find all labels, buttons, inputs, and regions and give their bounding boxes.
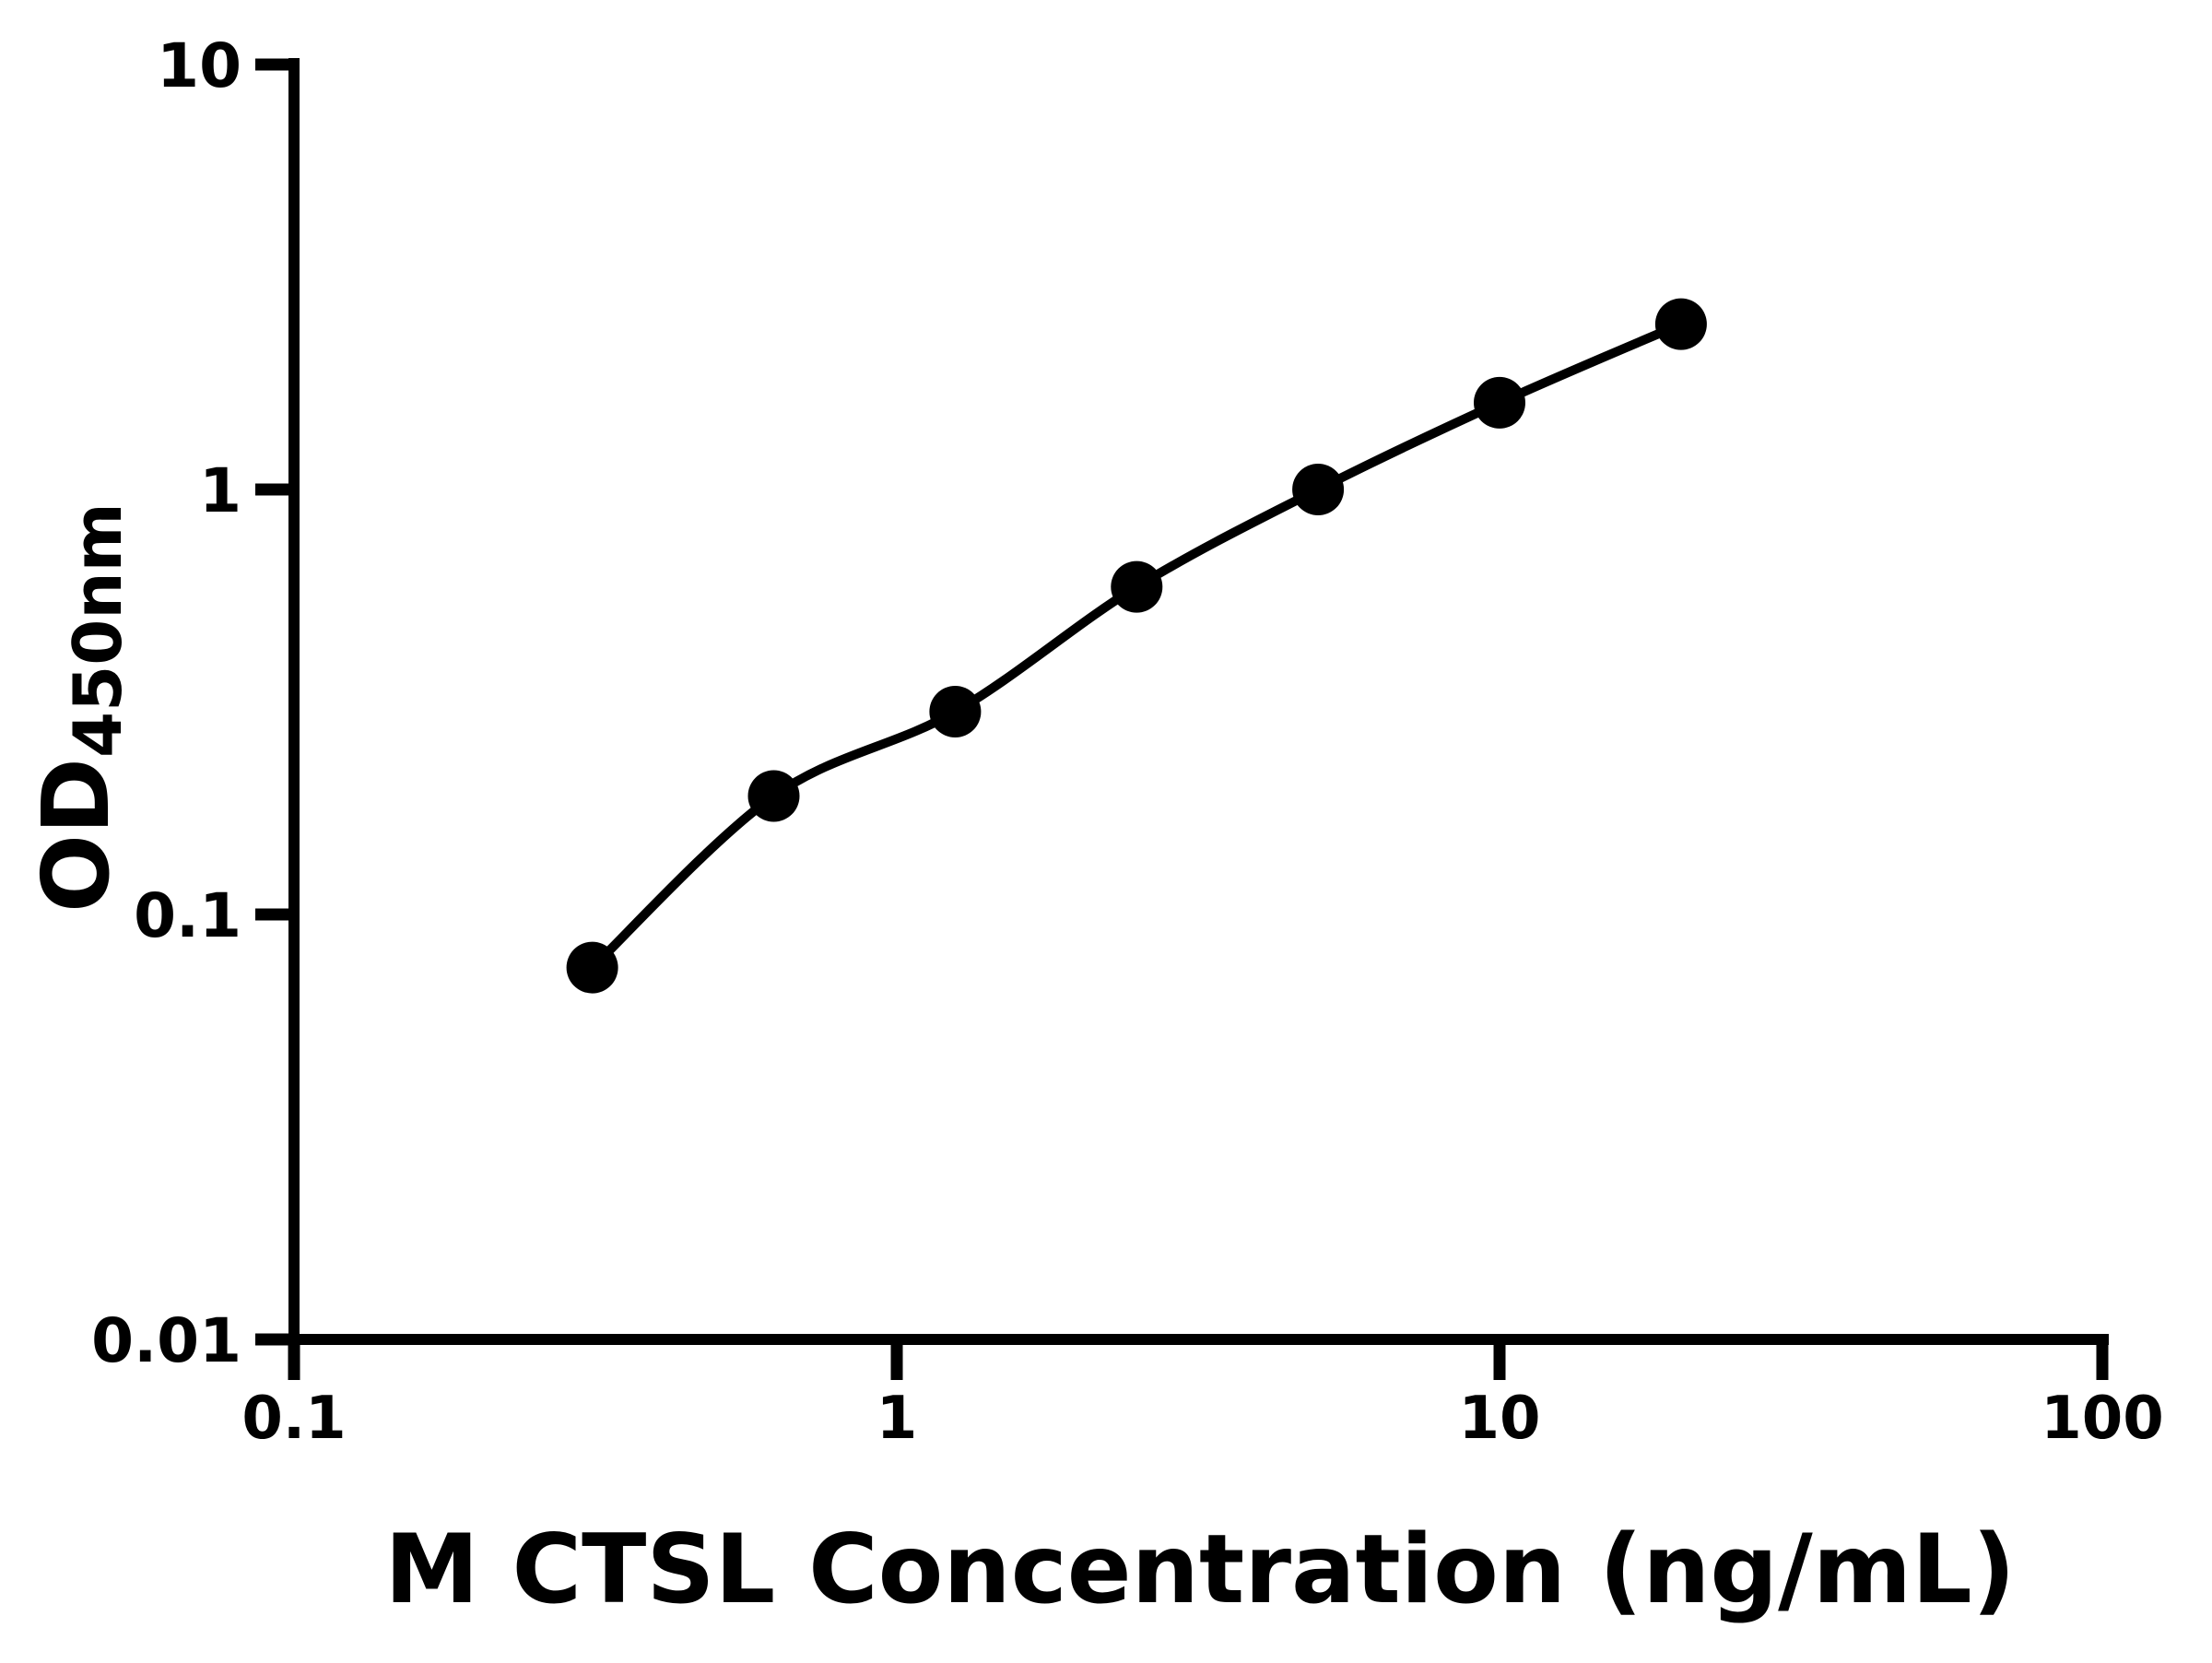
data-point [1111,560,1163,613]
axes [288,58,2109,1345]
data-point [1292,464,1345,515]
data-point [1474,376,1525,429]
y-axis-title-subscript: 450nm [59,502,136,758]
x-axis-title: M CTSL Concentration (ng/mL) [384,1515,2016,1625]
x-tick-label: 1 [877,1385,918,1453]
x-tick-label: 100 [2041,1385,2164,1453]
x-tick-label: 10 [1458,1385,1540,1453]
y-tick-label: 10 [157,30,241,101]
data-point [1654,298,1707,350]
data-series [566,298,1707,994]
data-point [929,686,982,737]
x-tick-label: 0.1 [241,1385,346,1453]
y-axis-ticks: 0.01 0.1 1 10 [91,30,288,1376]
y-axis-title-main: OD [22,758,130,913]
y-tick-label: 0.01 [91,1305,241,1376]
y-tick-label: 0.1 [134,880,241,951]
y-tick-label: 1 [199,455,241,526]
data-point [747,770,800,822]
y-axis-title: OD450nm [22,502,136,913]
data-point [566,941,618,994]
x-axis-ticks: 0.1 1 10 100 [241,1345,2164,1453]
